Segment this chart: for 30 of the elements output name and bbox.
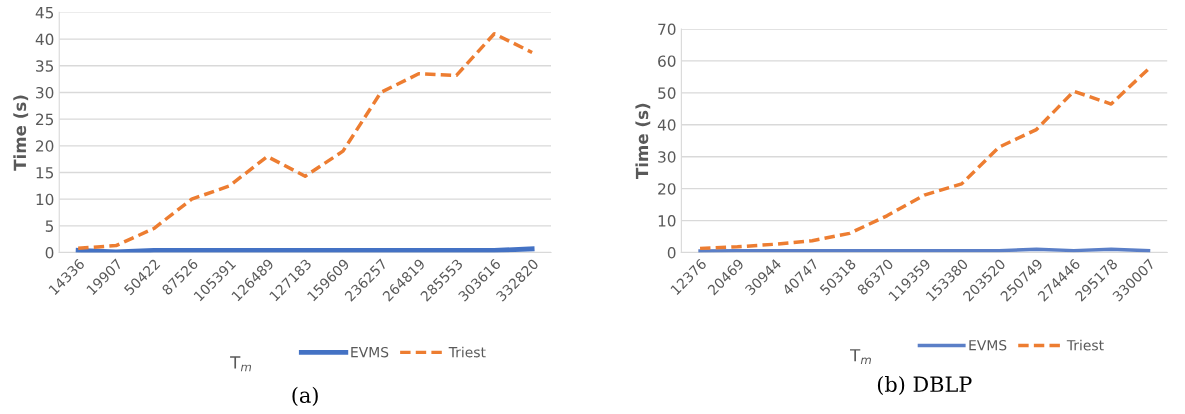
text: (a)	[292, 386, 318, 406]
y-axis-title: Time (s)	[635, 103, 651, 180]
line-series	[698, 67, 1151, 251]
y-tick-label: 25	[36, 113, 54, 126]
y-tick-label: 50	[658, 87, 676, 99]
y-tick-label: 40	[35, 33, 54, 46]
y-tick-label: 30	[36, 86, 54, 99]
legend-label: EVMS	[969, 339, 1007, 351]
y-tick-label: 5	[45, 220, 54, 232]
legend-label: Triest	[1066, 339, 1104, 351]
y-tick-label: 10	[36, 193, 54, 206]
y-tick-label: 15	[36, 167, 54, 179]
text: (b) DBLP	[877, 375, 972, 395]
y-tick-label: 60	[658, 55, 676, 67]
line-series	[76, 32, 534, 251]
y-tick-label: 0	[667, 247, 676, 259]
y-axis-title: Time (s)	[13, 95, 29, 171]
y-tick-label: 70	[658, 23, 676, 35]
y-tick-label: 40	[657, 119, 676, 131]
y-tick-label: 0	[45, 247, 54, 259]
legend-label: EVMS	[351, 346, 389, 358]
y-tick-label: 30	[658, 151, 676, 163]
y-tick-label: 10	[658, 215, 676, 227]
legend-label: Triest	[448, 346, 486, 358]
x-axis-title: T$_{m}$	[850, 349, 871, 365]
y-tick-label: 45	[35, 7, 54, 19]
y-tick-label: 35	[36, 60, 54, 72]
y-tick-label: 20	[36, 140, 54, 152]
y-tick-label: 20	[658, 183, 676, 195]
x-axis-title: T$_{m}$	[230, 356, 252, 372]
